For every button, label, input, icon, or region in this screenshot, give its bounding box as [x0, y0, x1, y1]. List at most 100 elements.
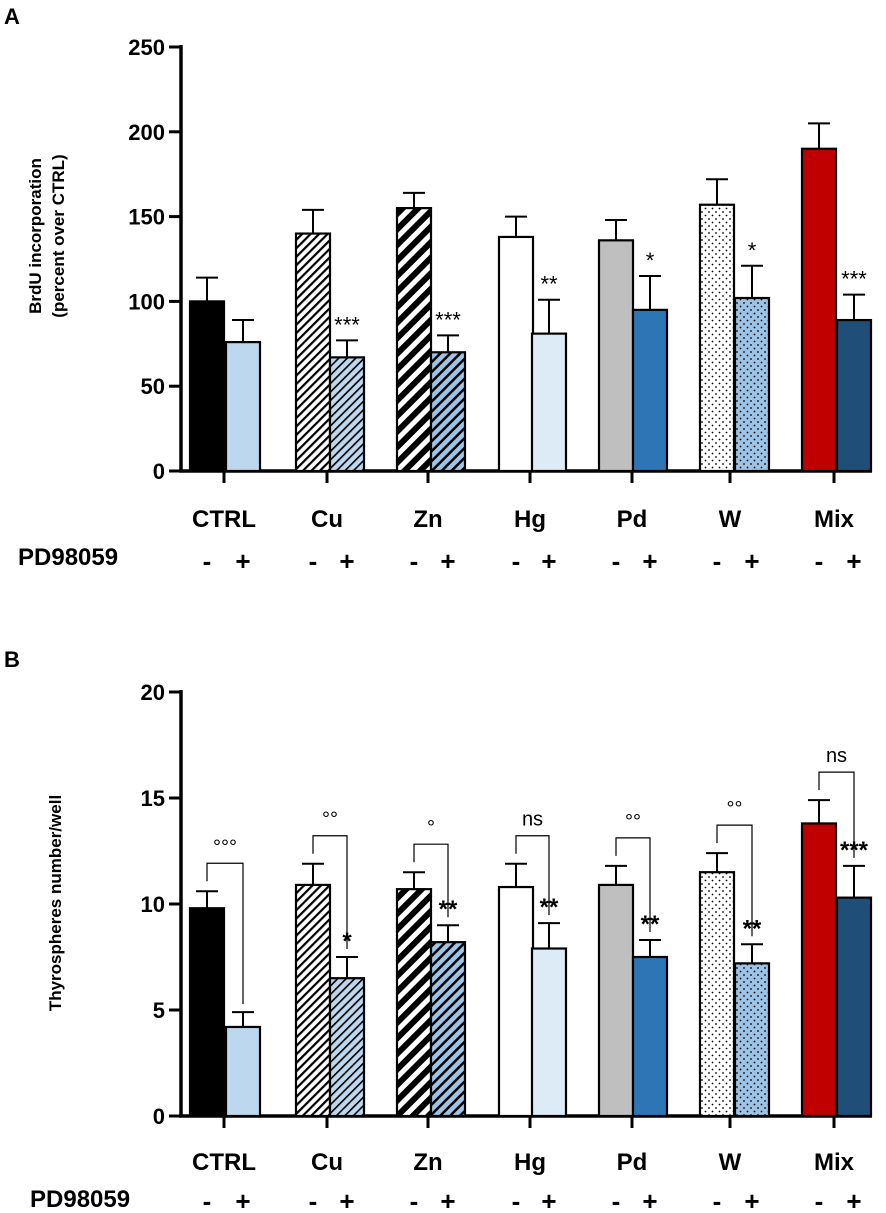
bracket-label: °° [625, 811, 641, 833]
bracket-label: ° [427, 817, 435, 839]
comparison-bracket [818, 771, 855, 858]
treatment-mark-minus: - [309, 1186, 318, 1213]
panel-b-error-bars [196, 799, 865, 1027]
significance-label: *** [841, 267, 867, 292]
y-tick-label: 0 [153, 459, 165, 484]
category-label-pd: Pd [617, 1149, 648, 1176]
category-label-w: W [719, 506, 742, 533]
bar-cu-minus [294, 232, 332, 473]
bar-ctrl-plus [224, 1025, 262, 1118]
significance-label: *** [840, 837, 869, 864]
comparison-bracket [716, 824, 753, 937]
significance-label: * [342, 928, 352, 955]
treatment-mark-minus: - [815, 546, 824, 576]
panel-b-y-axis-label-line1: Thyrospheres number/well [46, 795, 65, 1011]
treatment-mark-minus: - [612, 1186, 621, 1213]
bar-w-minus [698, 871, 736, 1118]
bar-pd-minus [597, 883, 635, 1118]
bar-ctrl-plus [224, 341, 262, 473]
comparison-bracket [312, 835, 348, 949]
bracket-label: °°° [213, 836, 237, 858]
category-label-mix: Mix [814, 1149, 855, 1176]
significance-label: * [748, 238, 757, 263]
y-tick-label: 50 [141, 374, 165, 399]
y-tick-label: 15 [141, 786, 165, 811]
y-tick-label: 250 [128, 35, 165, 60]
bar-mix-minus [800, 147, 838, 473]
panel-a-y-axis-label-line2: (percent over CTRL) [49, 154, 68, 317]
bar-w-plus [733, 296, 771, 473]
bar-cu-plus [328, 356, 366, 473]
bar-w-minus [698, 203, 736, 473]
treatment-mark-plus: + [846, 1186, 861, 1213]
bar-mix-plus [835, 896, 873, 1118]
panel-a-y-axis-label-line1: BrdU incorporation [26, 158, 45, 314]
treatment-mark-plus: + [744, 1186, 759, 1213]
panel-b-bars [188, 822, 873, 1118]
bar-mix-minus [800, 822, 838, 1118]
treatment-mark-minus: - [203, 1186, 212, 1213]
panel-b-categories: CTRL Cu Zn Hg Pd W Mix [192, 1149, 855, 1176]
treatment-mark-plus: + [235, 546, 250, 576]
panel-b-y-axis-label: Thyrospheres number/well [46, 795, 65, 1011]
y-tick-label: 0 [153, 1104, 165, 1129]
treatment-mark-plus: + [846, 546, 861, 576]
panel-a-treatment-label: PD98059 [18, 544, 118, 571]
bar-hg-minus [497, 235, 535, 473]
category-label-cu: Cu [311, 1149, 343, 1176]
bar-hg-minus [497, 885, 535, 1118]
treatment-mark-minus: - [203, 546, 212, 576]
category-label-hg: Hg [514, 1149, 546, 1176]
category-label-ctrl: CTRL [192, 506, 256, 533]
bar-zn-minus [395, 888, 433, 1118]
panel-b-significance: *** **** ***** [342, 837, 868, 955]
treatment-mark-plus: + [235, 1186, 250, 1213]
treatment-mark-plus: + [541, 546, 556, 576]
panel-a-bars [188, 147, 873, 473]
category-label-cu: Cu [311, 506, 343, 533]
bracket-label: °° [322, 809, 338, 831]
treatment-mark-minus: - [512, 1186, 521, 1213]
treatment-mark-minus: - [410, 1186, 419, 1213]
treatment-mark-plus: + [339, 546, 354, 576]
category-label-zn: Zn [413, 1149, 442, 1176]
treatment-mark-plus: + [339, 1186, 354, 1213]
panel-a-significance: *** ****** **** [334, 238, 867, 338]
y-tick-label: 20 [141, 680, 165, 705]
bar-hg-plus [530, 332, 568, 473]
category-label-w: W [719, 1149, 742, 1176]
bar-mix-plus [835, 318, 873, 473]
y-tick-label: 10 [141, 892, 165, 917]
panel-a-error-bars [196, 122, 865, 358]
bar-pd-plus [631, 308, 669, 473]
panel-a-letter: A [4, 4, 20, 29]
bracket-label: ns [522, 809, 543, 831]
comparison-bracket [413, 843, 449, 918]
significance-label: ** [540, 894, 559, 921]
bar-w-plus [733, 962, 771, 1118]
category-label-pd: Pd [617, 506, 648, 533]
treatment-mark-plus: + [541, 1186, 556, 1213]
significance-label: ** [439, 896, 458, 923]
bar-zn-plus [429, 351, 467, 473]
treatment-mark-plus: + [440, 1186, 455, 1213]
significance-label: ** [540, 272, 558, 297]
comparison-bracket [206, 862, 244, 1005]
treatment-mark-minus: - [309, 546, 318, 576]
treatment-mark-minus: - [713, 1186, 722, 1213]
panel-a-categories: CTRL Cu Zn Hg Pd W Mix [192, 506, 855, 533]
bracket-label: °° [727, 798, 743, 820]
significance-label: ** [641, 911, 660, 938]
significance-label: * [646, 248, 655, 273]
treatment-mark-minus: - [815, 1186, 824, 1213]
panel-b-treatment-label: PD98059 [30, 1186, 130, 1213]
bar-pd-minus [597, 239, 635, 473]
comparison-bracket [615, 837, 651, 933]
panel-b-brackets: °°°°° ° ns °°°°ns [206, 745, 855, 1005]
bracket-label: ns [826, 745, 847, 767]
treatment-mark-minus: - [612, 546, 621, 576]
bar-zn-plus [429, 941, 467, 1118]
treatment-mark-minus: - [713, 546, 722, 576]
